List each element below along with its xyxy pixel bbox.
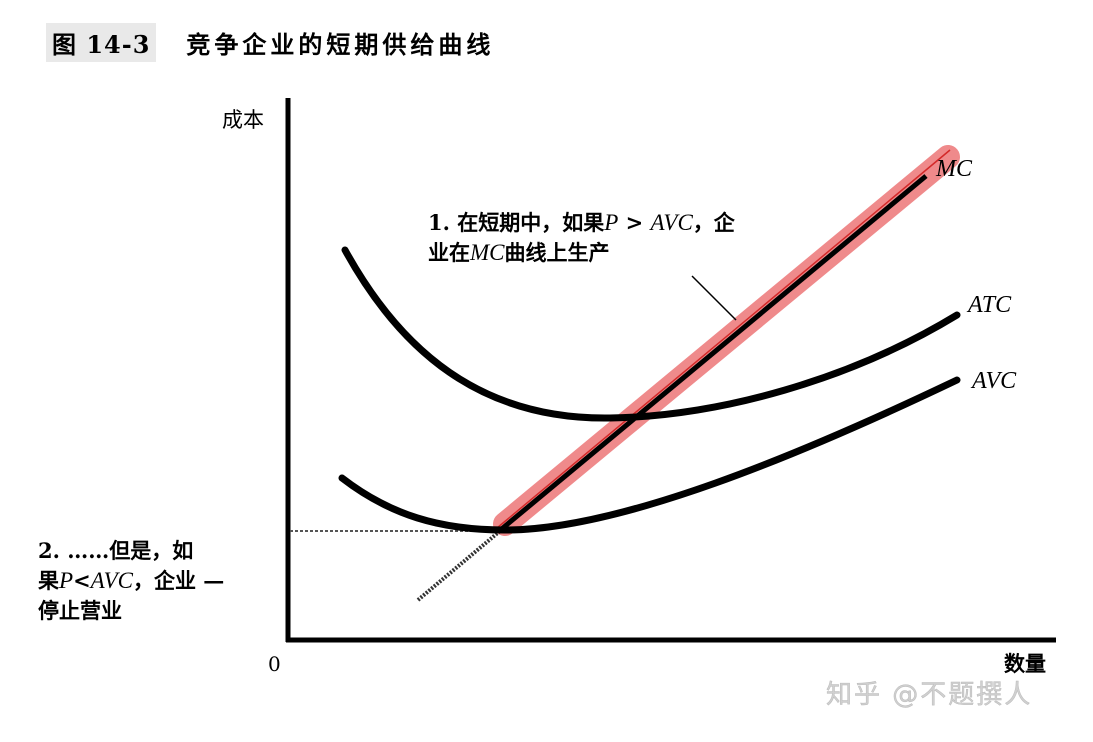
mc-curve-lower	[416, 529, 502, 602]
origin-label: 0	[268, 652, 281, 676]
mc-label: MC	[936, 156, 972, 182]
mc-highlight-edge	[496, 149, 951, 529]
figure-number: 图 14-3	[46, 22, 157, 62]
atc-label: ATC	[968, 292, 1012, 318]
x-axis-label: 数量	[1004, 651, 1046, 676]
annotation1-pointer	[691, 275, 737, 321]
mc-curve	[496, 174, 928, 534]
avc-curve	[338, 376, 961, 534]
annotation-produce-on-mc: 1. 在短期中，如果P > AVC，企 业在MC曲线上生产	[428, 210, 735, 265]
watermark: 知乎 @不题撰人	[826, 680, 1033, 711]
figure-title: 图 14-3 竞争企业的短期供给曲线	[46, 22, 495, 62]
atc-curve	[341, 246, 961, 422]
annotation-shutdown: 2. ……但是，如 果P<AVC，企业 — 停止营业	[38, 538, 225, 623]
avc-label: AVC	[972, 368, 1017, 394]
y-axis-label: 成本	[222, 108, 264, 132]
figure-caption: 竞争企业的短期供给曲线	[186, 30, 495, 59]
